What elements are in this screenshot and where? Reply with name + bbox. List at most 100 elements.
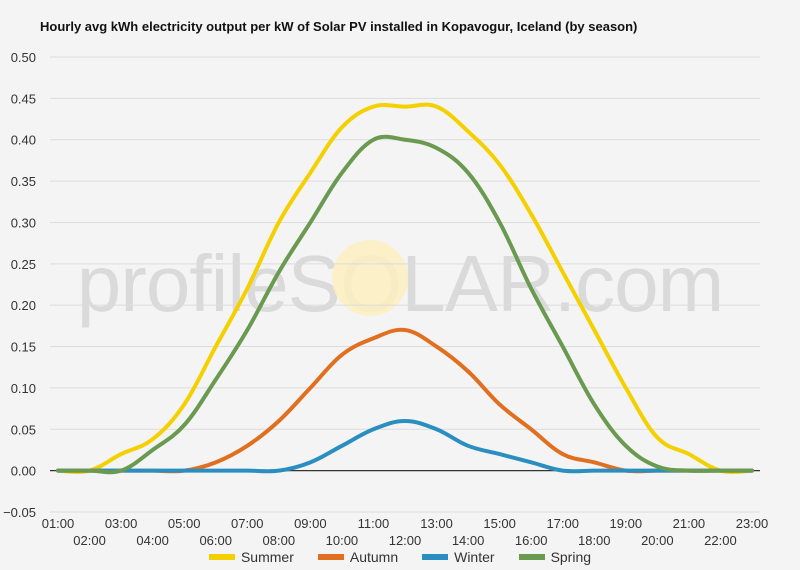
data-point-winter	[151, 469, 154, 472]
legend-label: Summer	[240, 549, 294, 565]
legend-label: Winter	[454, 549, 495, 565]
data-point-winter	[466, 444, 470, 448]
x-tick-label: 10:00	[326, 533, 359, 548]
x-tick-label: 13:00	[420, 516, 453, 531]
data-point-winter	[214, 469, 217, 472]
data-point-spring	[88, 469, 91, 472]
x-tick-label: 16:00	[515, 533, 548, 548]
data-point-winter	[372, 428, 375, 431]
data-point-spring	[719, 469, 722, 472]
data-point-spring	[593, 403, 596, 406]
data-point-summer	[277, 221, 281, 224]
data-point-spring	[246, 328, 249, 332]
legend-swatch	[208, 554, 235, 560]
data-point-summer	[403, 105, 407, 108]
x-tick-label: 12:00	[389, 533, 422, 548]
data-point-autumn	[246, 444, 249, 448]
x-tick-label: 08:00	[263, 533, 296, 548]
data-point-spring	[182, 423, 186, 427]
x-tick-label: 09:00	[294, 516, 327, 531]
y-tick-label: 0.05	[11, 422, 36, 437]
series-line-summer	[56, 102, 754, 474]
series-line-autumn	[56, 327, 754, 474]
data-point-summer	[687, 452, 691, 456]
data-point-spring	[403, 138, 407, 141]
legend-label: Spring	[550, 549, 592, 565]
chart-title: Hourly avg kWh electricity output per kW…	[40, 19, 638, 34]
legend-item-autumn[interactable]: Autumn	[317, 549, 399, 565]
data-point-spring	[340, 171, 344, 175]
data-point-autumn	[309, 386, 312, 390]
data-point-summer	[372, 105, 375, 108]
data-point-winter	[403, 419, 407, 423]
data-point-spring	[151, 448, 154, 452]
y-tick-label: 0.20	[11, 298, 36, 313]
x-tick-label: 05:00	[168, 516, 201, 531]
data-point-spring	[498, 221, 501, 224]
data-point-winter	[593, 469, 596, 472]
x-tick-label: 02:00	[73, 533, 106, 548]
data-point-autumn	[340, 353, 344, 357]
data-point-spring	[687, 469, 691, 472]
y-tick-label: −0.05	[3, 505, 36, 520]
x-tick-label: 22:00	[704, 533, 737, 548]
x-tick-label: 03:00	[105, 516, 138, 531]
x-tick-label: 07:00	[231, 516, 264, 531]
data-point-autumn	[466, 370, 470, 373]
legend-item-winter[interactable]: Winter	[422, 549, 495, 565]
x-tick-label: 01:00	[42, 516, 75, 531]
data-point-summer	[340, 126, 344, 129]
data-point-summer	[624, 386, 628, 390]
data-point-autumn	[498, 403, 501, 406]
data-point-winter	[435, 428, 438, 431]
data-point-spring	[309, 221, 312, 224]
data-point-spring	[119, 469, 123, 472]
legend-item-spring[interactable]: Spring	[518, 549, 592, 565]
data-point-autumn	[372, 337, 375, 340]
legend-item-summer[interactable]: Summer	[208, 549, 294, 565]
data-point-spring	[214, 378, 217, 381]
legend-label: Autumn	[349, 549, 399, 565]
data-point-winter	[561, 469, 564, 472]
data-point-autumn	[277, 419, 281, 423]
y-tick-label: 0.10	[11, 381, 36, 396]
data-point-winter	[246, 469, 249, 472]
data-point-spring	[277, 270, 281, 274]
data-point-autumn	[435, 345, 438, 348]
data-point-autumn	[403, 328, 407, 332]
data-point-winter	[529, 461, 533, 464]
data-point-spring	[56, 469, 60, 472]
legend: Summer Autumn Winter Spring	[0, 549, 800, 565]
watermark-sun-logo	[332, 240, 408, 316]
data-point-spring	[435, 146, 438, 150]
data-point-spring	[561, 345, 564, 348]
y-tick-label: 0.45	[11, 91, 36, 106]
y-tick-label: 0.35	[11, 174, 36, 189]
x-tick-label: 23:00	[736, 516, 769, 531]
data-point-winter	[277, 469, 281, 472]
y-tick-label: 0.00	[11, 464, 36, 479]
data-point-winter	[182, 469, 186, 472]
data-point-summer	[214, 345, 217, 348]
data-point-spring	[624, 444, 628, 448]
data-point-spring	[656, 465, 659, 468]
data-point-winter	[624, 469, 628, 472]
data-point-autumn	[529, 428, 533, 431]
data-point-summer	[435, 105, 438, 108]
data-point-summer	[498, 163, 501, 166]
data-point-summer	[309, 171, 312, 175]
data-point-summer	[593, 328, 596, 332]
x-tick-label: 11:00	[358, 516, 390, 531]
data-point-summer	[246, 287, 249, 290]
data-point-summer	[151, 438, 154, 441]
data-point-autumn	[561, 452, 564, 456]
data-point-spring	[750, 469, 754, 472]
x-tick-label: 06:00	[199, 533, 232, 548]
y-tick-label: 0.50	[11, 50, 36, 65]
x-tick-label: 19:00	[610, 516, 643, 531]
data-point-autumn	[593, 461, 596, 464]
data-point-winter	[656, 469, 659, 472]
x-tick-label: 20:00	[641, 533, 674, 548]
